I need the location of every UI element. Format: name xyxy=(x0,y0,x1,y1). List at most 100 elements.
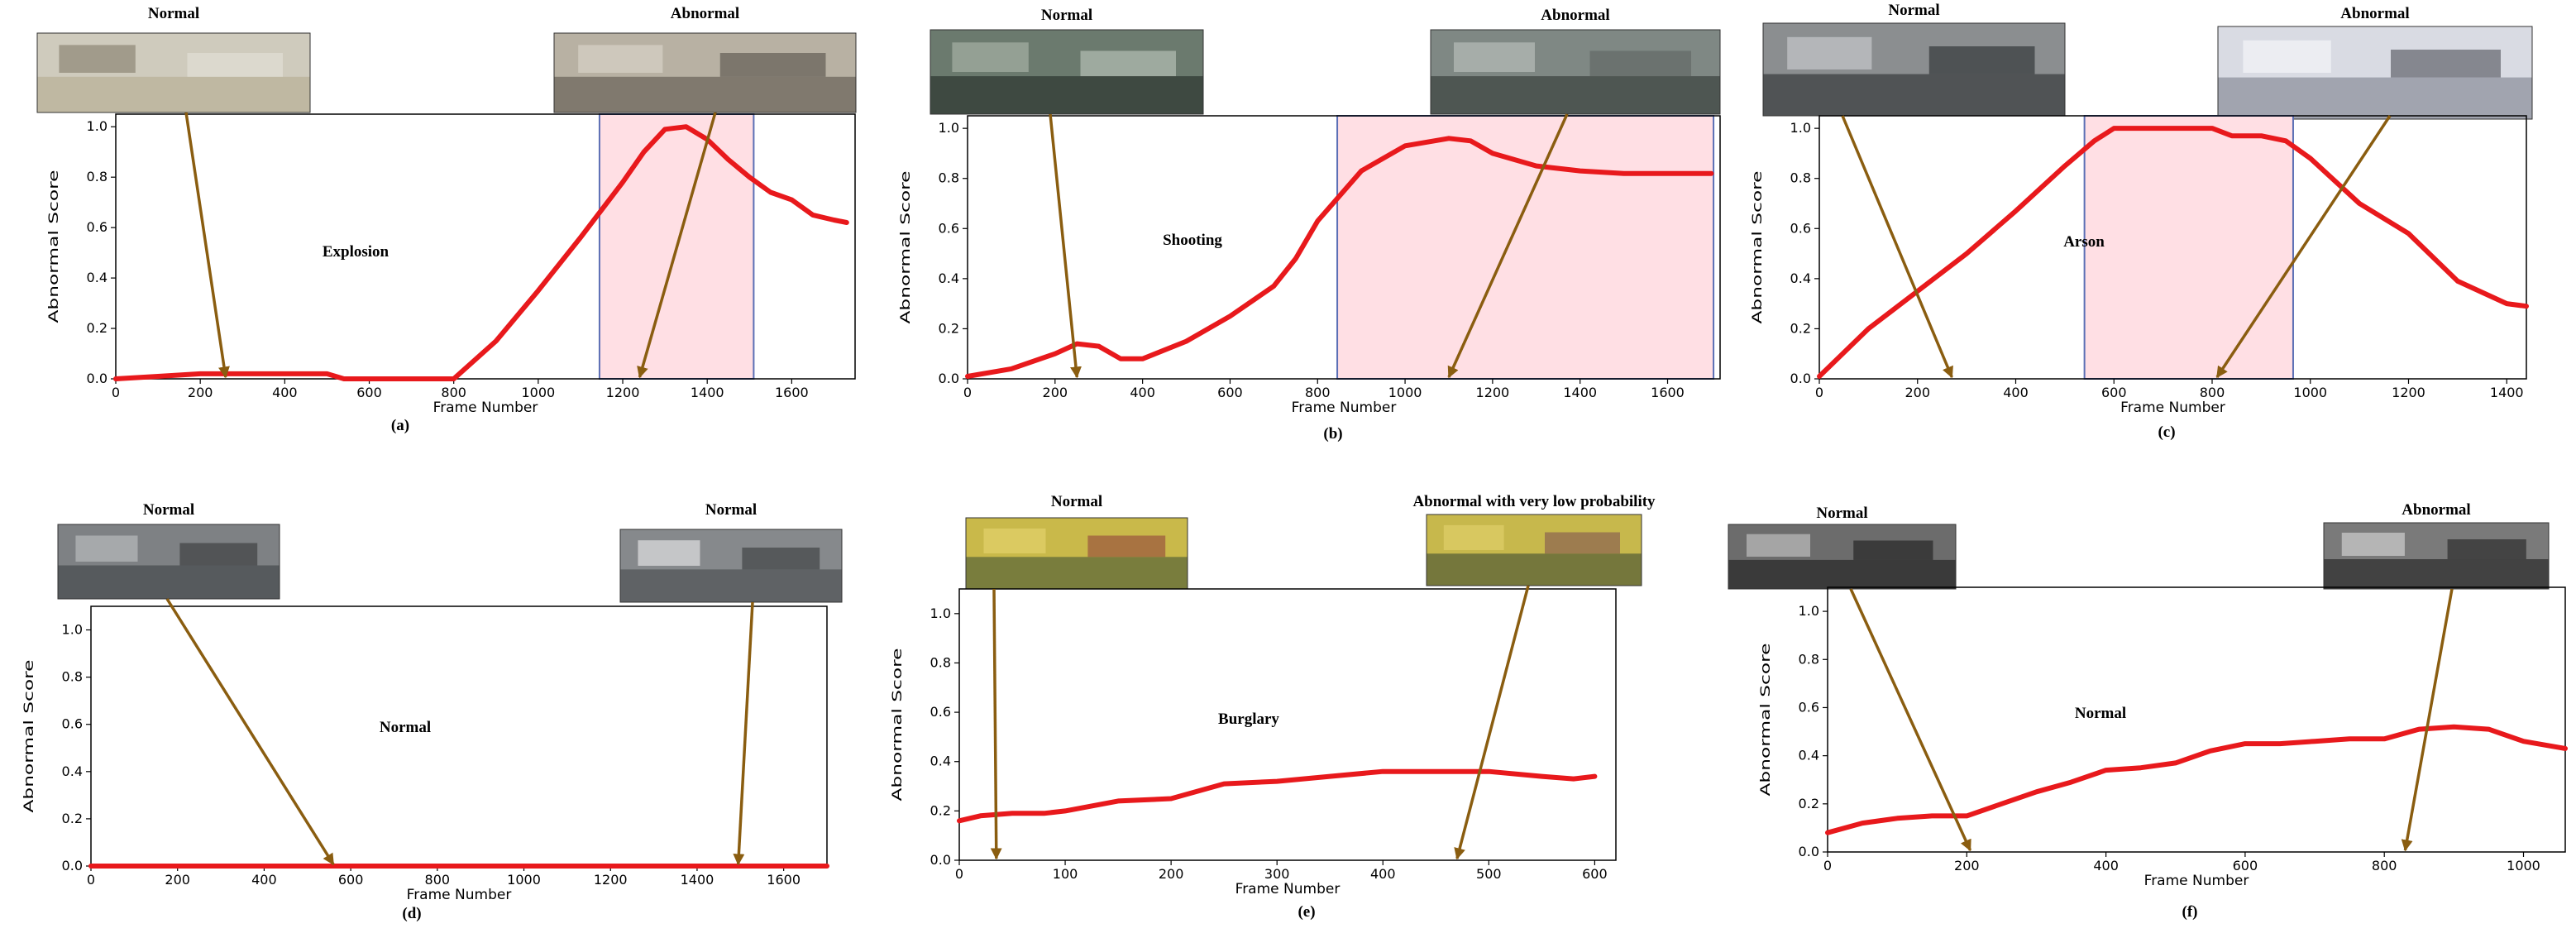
thumbnail-1-0 xyxy=(930,29,1204,115)
pointer-arrow-0 xyxy=(1841,115,1953,379)
pointer-arrow-0 xyxy=(165,598,335,866)
x-tick-label: 1400 xyxy=(681,872,714,888)
pointer-arrow-1 xyxy=(637,112,717,379)
x-tick-label: 100 xyxy=(1053,866,1078,882)
thumbnail-3-0 xyxy=(57,524,280,600)
panel-caption: (a) xyxy=(391,417,409,434)
x-axis-label: Frame Number xyxy=(2120,400,2225,416)
plot-title: Normal xyxy=(2075,705,2126,722)
x-tick-label: 400 xyxy=(1370,866,1396,882)
anomaly-region xyxy=(2083,115,2294,380)
pointer-arrow-1 xyxy=(1454,585,1530,860)
x-tick-label: 400 xyxy=(2003,385,2029,400)
thumbnail-label-0-1: Abnormal xyxy=(671,5,739,22)
x-tick-label: 1400 xyxy=(2490,385,2524,400)
thumbnail-label-3-0: Normal xyxy=(143,501,194,519)
y-tick-label: 1.0 xyxy=(939,120,959,136)
pointer-arrow-1 xyxy=(733,601,754,866)
y-tick-label: 0.8 xyxy=(939,170,959,186)
panel-caption: (d) xyxy=(402,905,421,922)
x-tick-label: 400 xyxy=(1130,385,1155,400)
y-tick-label: 0.4 xyxy=(939,270,959,286)
y-tick-label: 0.0 xyxy=(939,371,959,386)
y-tick-label: 0.6 xyxy=(62,716,83,732)
panel-caption: (c) xyxy=(2158,424,2175,441)
y-tick-label: 0.8 xyxy=(1790,170,1811,186)
pointer-arrow-0 xyxy=(1849,588,1972,852)
score-line xyxy=(965,136,1714,379)
y-tick-label: 1.0 xyxy=(1790,120,1811,136)
panel-caption: (e) xyxy=(1298,903,1315,921)
x-tick-label: 600 xyxy=(2101,385,2127,400)
thumbnail-3-1 xyxy=(619,529,843,603)
x-tick-label: 1000 xyxy=(521,385,555,400)
thumbnail-label-2-0: Normal xyxy=(1888,2,1939,19)
y-tick-label: 0.0 xyxy=(62,858,83,873)
panel-e: Normal Abnormal with very low probability… xyxy=(889,493,1656,921)
y-tick-label: 0.4 xyxy=(62,763,83,779)
panel-b: Normal Abnormal 0 200 400 600 800 1000 1200 1400 1… xyxy=(897,7,1721,443)
y-axis-label: Abnormal Score xyxy=(1757,644,1773,797)
pointer-arrow-0 xyxy=(990,588,1002,860)
x-tick-label: 800 xyxy=(441,385,466,400)
y-tick-label: 0.2 xyxy=(62,811,83,826)
x-axis-label: Frame Number xyxy=(407,887,512,903)
thumbnail-1-1 xyxy=(1430,29,1721,115)
pointer-arrow-1 xyxy=(2215,115,2392,379)
panel-caption: (f) xyxy=(2182,903,2198,921)
x-tick-label: 800 xyxy=(2200,385,2225,400)
y-tick-label: 0.2 xyxy=(87,320,108,336)
thumbnail-4-0 xyxy=(965,517,1188,590)
anomaly-region xyxy=(1336,115,1715,380)
plot-title: Shooting xyxy=(1163,232,1222,249)
plot-title: Arson xyxy=(2063,233,2105,251)
y-axis-label: Abnormal Score xyxy=(889,648,905,802)
x-tick-label: 1400 xyxy=(1563,385,1597,400)
thumbnail-0-1 xyxy=(553,32,857,113)
x-tick-label: 200 xyxy=(1954,858,1980,873)
y-axis-label: Abnormal Score xyxy=(21,660,36,813)
x-tick-label: 800 xyxy=(1305,385,1331,400)
x-tick-label: 400 xyxy=(2093,858,2119,873)
x-tick-label: 200 xyxy=(1159,866,1184,882)
y-tick-label: 0.8 xyxy=(930,654,951,670)
panel-a: Normal Abnormal 0 200 400 600 800 1000 1200 1400 1… xyxy=(36,5,857,434)
x-tick-label: 1200 xyxy=(2392,385,2425,400)
y-tick-label: 1.0 xyxy=(87,118,108,134)
y-tick-label: 0.2 xyxy=(930,802,951,818)
pointer-arrow-1 xyxy=(1447,113,1569,379)
plot-frame xyxy=(1818,115,2527,380)
x-tick-label: 600 xyxy=(1582,866,1608,882)
x-tick-label: 0 xyxy=(112,385,120,400)
plot-frame xyxy=(967,115,1721,380)
x-tick-label: 800 xyxy=(425,872,451,888)
x-tick-label: 300 xyxy=(1264,866,1290,882)
panel-c: Normal Abnormal 0 200 400 600 800 1000 1200 1400 0… xyxy=(1749,2,2533,441)
y-tick-label: 0.0 xyxy=(1799,844,1819,859)
x-tick-label: 0 xyxy=(1815,385,1823,400)
plot-frame xyxy=(115,113,856,380)
pointer-arrow-1 xyxy=(2401,588,2454,852)
thumbnail-label-4-0: Normal xyxy=(1051,493,1102,510)
plot-title: Burglary xyxy=(1218,711,1279,728)
pointer-arrow-0 xyxy=(1049,113,1082,379)
score-line xyxy=(113,124,849,381)
plot-title: Normal xyxy=(380,719,431,736)
x-tick-label: 0 xyxy=(1823,858,1832,873)
thumbnail-5-0 xyxy=(1728,524,1957,590)
y-tick-label: 0.0 xyxy=(930,852,951,868)
x-tick-label: 600 xyxy=(356,385,382,400)
x-tick-label: 1200 xyxy=(594,872,628,888)
x-tick-label: 500 xyxy=(1476,866,1502,882)
x-tick-label: 1600 xyxy=(775,385,809,400)
y-tick-label: 0.8 xyxy=(62,669,83,685)
y-tick-label: 0.8 xyxy=(87,169,108,184)
y-tick-label: 0.4 xyxy=(87,270,108,285)
panel-d: Normal Normal 0 200 400 600 800 1000 1200 1400 160… xyxy=(21,501,843,922)
y-tick-label: 0.0 xyxy=(87,371,108,386)
x-tick-label: 1600 xyxy=(767,872,801,888)
x-axis-label: Frame Number xyxy=(1292,400,1397,416)
x-tick-label: 1200 xyxy=(1476,385,1510,400)
thumbnail-label-3-1: Normal xyxy=(705,501,757,519)
plot-frame xyxy=(958,588,1617,861)
